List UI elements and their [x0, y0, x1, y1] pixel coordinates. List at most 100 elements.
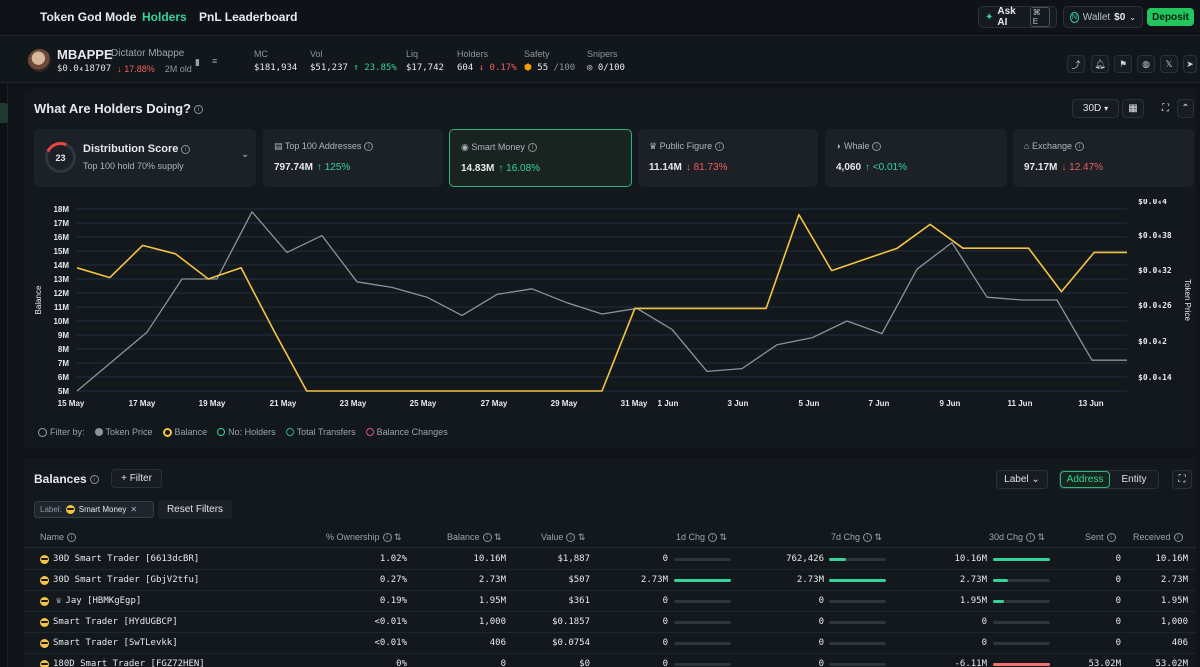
ask-ai-button[interactable]: ✦ Ask AI ⌘ E — [978, 6, 1057, 28]
table-row[interactable]: Smart Trader [SwTLevkk] <0.01% 406 $0.0754 0… — [24, 633, 1196, 654]
range-dropdown[interactable]: 30D ▾ — [1072, 99, 1119, 118]
distribution-score-card[interactable]: 23 Distribution Score i Top 100 hold 70% … — [34, 129, 256, 187]
col-30d-chg[interactable]: 30d Chg i ⇅ — [989, 532, 1046, 543]
chg-1d-cell: 2.73M — [640, 575, 668, 585]
x-social-icon[interactable]: 𝕏 — [1160, 55, 1178, 73]
share-icon[interactable]: ⤴ — [1067, 55, 1085, 73]
sent-cell: 0 — [1115, 617, 1121, 627]
col-value[interactable]: Value i ⇅ — [541, 532, 586, 543]
stat-mc: MC $181,934 — [254, 49, 298, 73]
balance-cell: 2.73M — [478, 575, 506, 585]
collapse-icon[interactable]: ⌃ — [1177, 99, 1194, 118]
tab-token-god-mode[interactable]: Token God Mode — [40, 10, 137, 24]
card-top-100[interactable]: ▤ Top 100 Addresses i 797.74M ↑ 125% — [263, 129, 443, 187]
toggle-address[interactable]: Address — [1060, 471, 1110, 488]
value-cell: $0.1857 — [552, 617, 590, 627]
value-cell: $1,887 — [557, 554, 590, 564]
col-sent[interactable]: Sent i — [1085, 532, 1116, 543]
card-whale[interactable]: ◗ Whale i 4,060 ↑ <0.01% — [825, 129, 1007, 187]
close-icon[interactable]: ✕ — [130, 505, 138, 514]
token-ticker: MBAPPE — [57, 47, 113, 62]
balance-cell: 0 — [500, 659, 506, 667]
change-bar — [674, 663, 731, 666]
holder-name-cell[interactable]: 30D Smart Trader [6613dcBR] — [40, 554, 199, 564]
chg-1d-cell: 0 — [662, 617, 668, 627]
expand-icon[interactable]: ⛶ — [1162, 103, 1169, 114]
balances-title: Balances i — [34, 472, 99, 486]
card-smart-money[interactable]: ◉ Smart Money i 14.83M ↑ 16.08% — [449, 129, 632, 187]
holder-name-cell[interactable]: Smart Trader [SwTLevkk] — [40, 638, 178, 648]
holder-name-cell[interactable]: Smart Trader [HYdUGBCP] — [40, 617, 178, 627]
token-price: $0.0₄18707 — [57, 64, 112, 74]
legend-balance[interactable]: Balance — [162, 427, 207, 437]
address-entity-toggle: Address Entity — [1059, 470, 1159, 489]
smart-money-icon — [40, 554, 49, 564]
table-row[interactable]: 30D Smart Trader [6613dcBR] 1.02% 10.16M $1… — [24, 549, 1196, 570]
ask-ai-shortcut: ⌘ E — [1029, 7, 1050, 27]
change-bar — [829, 642, 886, 645]
table-row[interactable]: ♛ Jay [HBMKgEgp] 0.19% 1.95M $361 0 0 1.95M 0 1.9… — [24, 591, 1196, 612]
y2-tick-label: $0.0₄26 — [1138, 301, 1172, 310]
wallet-button[interactable]: N Wallet $0 ⌄ — [1063, 6, 1143, 28]
x-tick-label: 31 May — [621, 399, 648, 408]
balances-section: Balances i + Filter Label ⌄ Address Entit… — [24, 458, 1196, 667]
reset-filters-button[interactable]: Reset Filters — [158, 500, 232, 519]
fullscreen-icon[interactable]: ⛶ — [1172, 470, 1192, 489]
card-public-figure[interactable]: ♛ Public Figure i 11.14M ↓ 81.73% — [638, 129, 818, 187]
add-filter-button[interactable]: + Filter — [111, 469, 162, 488]
x-tick-label: 19 May — [199, 399, 226, 408]
legend-balance-changes[interactable]: Balance Changes — [365, 427, 448, 437]
chg-7d-cell: 0 — [818, 659, 824, 667]
stat-safety: Safety ⬢ 55 /100 — [524, 49, 576, 73]
deposit-button[interactable]: Deposit — [1147, 8, 1194, 26]
chevron-down-icon[interactable]: ⌄ — [241, 149, 250, 160]
holder-name-cell[interactable]: ♛ Jay [HBMKgEgp] — [40, 596, 141, 606]
col-balance[interactable]: Balance i ⇅ — [447, 532, 502, 543]
x-tick-label: 27 May — [481, 399, 508, 408]
legend-total-transfers[interactable]: Total Transfers — [285, 427, 356, 437]
active-filter-chip: Label: Smart Money ✕ — [34, 501, 154, 518]
holder-name-cell[interactable]: 30D Smart Trader [GbjV2tfu] — [40, 575, 199, 585]
card-exchange[interactable]: ⌂ Exchange i 97.17M ↓ 12.47% — [1013, 129, 1194, 187]
legend-token-price[interactable]: Token Price — [94, 427, 153, 437]
y2-tick-label: $0.0₄2 — [1138, 337, 1167, 346]
bell-icon[interactable]: 🔔︎ — [1091, 55, 1109, 73]
holders-line-chart[interactable]: 5M 6M 7M 8M 9M 10M 11M 12M 13M 14M 15M 16M 17M 18M Bal… — [32, 199, 1192, 419]
menu-icon[interactable]: ≡ — [212, 56, 218, 66]
y-tick-label: 14M — [53, 261, 69, 270]
change-bar — [829, 558, 886, 561]
y-tick-label: 5M — [58, 387, 69, 396]
telegram-icon[interactable]: ➤ — [1183, 55, 1197, 73]
flag-icon[interactable]: ⚑ — [1114, 55, 1132, 73]
sent-cell: 53.02M — [1088, 659, 1121, 667]
copy-icon[interactable]: ▮ — [195, 57, 200, 67]
token-age: 2M old — [164, 64, 192, 74]
tab-pnl-leaderboard[interactable]: PnL Leaderboard — [199, 10, 298, 24]
table-row[interactable]: Smart Trader [HYdUGBCP] <0.01% 1,000 $0.185… — [24, 612, 1196, 633]
tab-holders[interactable]: Holders — [142, 10, 187, 24]
calendar-icon[interactable]: ▦ — [1122, 99, 1144, 118]
ownership-cell: <0.01% — [374, 617, 407, 627]
col-received[interactable]: Received i — [1133, 532, 1183, 543]
change-bar — [993, 621, 1050, 624]
y-axis-label: Balance — [34, 285, 43, 314]
x-tick-label: 5 Jun — [799, 399, 820, 408]
toggle-entity[interactable]: Entity — [1121, 474, 1147, 485]
stat-holders: Holders 604 ↓ 0.17% — [457, 49, 517, 73]
sent-cell: 0 — [1115, 554, 1121, 564]
token-bar: MBAPPE Dictator Mbappe ▮ ≡ $0.0₄18707 ↓ … — [0, 37, 1200, 83]
col-1d-chg[interactable]: 1d Chg i ⇅ — [676, 532, 728, 543]
globe-icon[interactable]: ◍ — [1137, 55, 1155, 73]
x-tick-label: 7 Jun — [869, 399, 890, 408]
chg-1d-cell: 0 — [662, 596, 668, 606]
legend-holders[interactable]: No: Holders — [217, 427, 276, 437]
smart-money-icon — [40, 638, 49, 648]
col-name[interactable]: Name i — [40, 532, 77, 543]
sparkle-icon: ✦ — [985, 11, 994, 23]
holder-name-cell[interactable]: 180D Smart Trader [FGZ72HEN] — [40, 659, 205, 667]
col-7d-chg[interactable]: 7d Chg i ⇅ — [831, 532, 883, 543]
table-row[interactable]: 30D Smart Trader [GbjV2tfu] 0.27% 2.73M $50… — [24, 570, 1196, 591]
label-dropdown[interactable]: Label ⌄ — [996, 470, 1048, 489]
col-ownership[interactable]: % Ownership i ⇅ — [326, 532, 402, 543]
table-row[interactable]: 180D Smart Trader [FGZ72HEN] 0% 0 $0 0 0 -6.11… — [24, 654, 1196, 667]
